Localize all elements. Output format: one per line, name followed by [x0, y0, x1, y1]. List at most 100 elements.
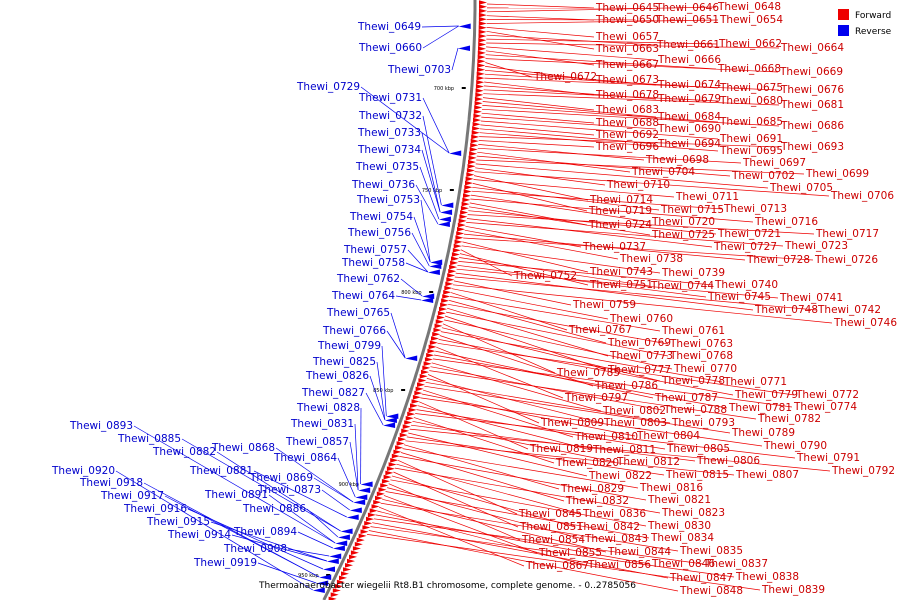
forward-gene-label: Thewi_0692 — [595, 129, 659, 141]
forward-gene-label: Thewi_0810 — [574, 431, 638, 443]
reverse-feature-arrow — [422, 293, 435, 299]
forward-gene-label: Thewi_0805 — [666, 443, 730, 455]
forward-leader-line — [473, 175, 589, 201]
forward-gene-label: Thewi_0663 — [595, 43, 659, 55]
forward-feature-arrow — [476, 75, 485, 81]
forward-feature-arrow — [405, 416, 414, 421]
forward-feature-arrow — [468, 159, 476, 165]
forward-leader-line — [450, 296, 661, 332]
forward-feature-arrow — [478, 17, 487, 22]
forward-gene-label: Thewi_0811 — [592, 444, 656, 456]
forward-leader-line — [478, 140, 595, 148]
reverse-feature-arrow — [360, 481, 373, 487]
forward-gene-label: Thewi_0815 — [665, 469, 729, 481]
forward-feature-arrow — [383, 474, 392, 480]
map-caption: Thermoanaerobacter wiegelii Rt8.B1 chrom… — [258, 581, 636, 591]
reverse-leader-line — [253, 470, 347, 518]
reverse-feature-arrow — [458, 23, 471, 29]
reverse-leader-line — [349, 441, 359, 491]
forward-feature-arrow — [478, 46, 486, 51]
reverse-gene-label: Thewi_0918 — [79, 477, 143, 489]
reverse-gene-label: Thewi_0825 — [312, 356, 376, 368]
forward-feature-arrow — [478, 38, 487, 43]
forward-feature-arrow — [476, 80, 485, 85]
forward-gene-label: Thewi_0820 — [555, 457, 619, 469]
forward-gene-label: Thewi_0673 — [595, 74, 659, 86]
forward-feature-arrow — [431, 336, 439, 341]
forward-leader-line — [459, 257, 650, 287]
forward-feature-arrow — [347, 558, 355, 564]
forward-leader-line — [457, 264, 707, 298]
reverse-leader-line — [422, 25, 459, 49]
forward-leader-line — [438, 339, 734, 396]
forward-gene-label: Thewi_0774 — [793, 401, 857, 413]
forward-gene-label: Thewi_0714 — [589, 194, 653, 206]
forward-leader-line — [468, 206, 651, 236]
forward-gene-label: Thewi_0691 — [719, 133, 783, 145]
reverse-feature-arrow — [427, 269, 440, 275]
forward-leader-line — [456, 268, 779, 299]
forward-feature-arrow — [460, 206, 469, 211]
forward-leader-line — [453, 280, 572, 306]
forward-feature-arrow — [466, 168, 475, 173]
reverse-gene-label: Thewi_0764 — [331, 290, 395, 302]
forward-gene-label: Thewi_0812 — [616, 456, 680, 468]
reverse-feature-arrow — [384, 417, 397, 423]
legend-forward-swatch — [838, 9, 849, 20]
tick-label: 900 kbp — [339, 482, 359, 488]
forward-leader-line — [480, 124, 595, 136]
forward-leader-line — [479, 132, 719, 152]
forward-leader-line — [417, 405, 592, 451]
forward-feature-arrow — [449, 264, 458, 270]
forward-leader-line — [467, 214, 815, 235]
forward-gene-label: Thewi_0767 — [568, 324, 632, 336]
forward-gene-label: Thewi_0759 — [572, 299, 636, 311]
reverse-feature-arrow — [458, 45, 470, 51]
reverse-gene-label: Thewi_0731 — [358, 92, 422, 104]
forward-leader-line — [486, 38, 718, 45]
forward-leader-line — [375, 514, 651, 565]
forward-gene-label: Thewi_0650 — [595, 14, 659, 26]
forward-feature-arrow — [414, 390, 423, 396]
forward-gene-label: Thewi_0803 — [603, 417, 667, 429]
forward-leader-line — [481, 116, 657, 130]
forward-feature-arrow — [450, 260, 459, 266]
forward-leader-line — [416, 409, 666, 450]
reverse-leader-line — [257, 562, 317, 584]
legend-forward-label: Forward — [855, 11, 891, 21]
forward-leader-line — [476, 159, 805, 175]
forward-feature-arrow — [469, 147, 478, 152]
forward-leader-line — [405, 440, 735, 476]
forward-feature-arrow — [343, 567, 351, 572]
forward-leader-line — [402, 448, 639, 489]
forward-feature-arrow — [473, 109, 482, 114]
forward-feature-arrow — [421, 369, 429, 375]
reverse-feature-arrow — [405, 355, 418, 361]
forward-leader-line — [485, 62, 533, 78]
forward-gene-label: Thewi_0724 — [588, 219, 652, 231]
forward-feature-arrow — [471, 134, 480, 140]
forward-leader-line — [432, 358, 793, 408]
forward-leader-line — [421, 393, 636, 437]
forward-leader-line — [479, 136, 780, 148]
reverse-leader-line — [337, 457, 356, 498]
reverse-feature-arrow — [346, 514, 359, 520]
forward-feature-arrow — [410, 403, 418, 408]
forward-feature-arrow — [465, 180, 473, 186]
forward-gene-label: Thewi_0676 — [780, 84, 844, 96]
forward-feature-arrow — [354, 542, 363, 547]
forward-gene-label: Thewi_0802 — [602, 405, 666, 417]
reverse-feature-arrow — [437, 221, 450, 227]
reverse-gene-label: Thewi_0827 — [301, 387, 365, 399]
forward-feature-arrow — [366, 516, 374, 522]
forward-gene-label: Thewi_0646 — [655, 2, 719, 14]
forward-gene-label: Thewi_0847 — [669, 572, 733, 584]
forward-leader-line — [486, 15, 595, 21]
forward-leader-line — [470, 194, 651, 223]
reverse-leader-line — [451, 47, 459, 71]
forward-feature-arrow — [479, 8, 487, 14]
forward-gene-label: Thewi_0688 — [595, 117, 659, 129]
forward-feature-arrow — [458, 218, 467, 224]
